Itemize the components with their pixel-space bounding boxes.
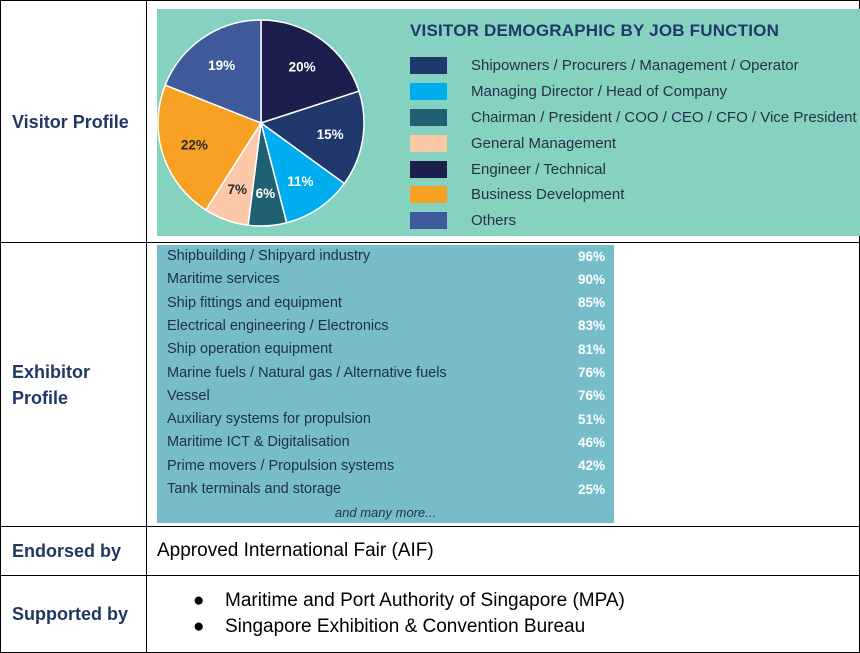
bullet-icon: ● bbox=[193, 590, 205, 611]
category-label: Auxiliary systems for propulsion bbox=[167, 411, 371, 428]
exhibitor-profile-label: Exhibitor Profile bbox=[0, 242, 147, 527]
chart-legend: Shipowners / Procurers / Management / Op… bbox=[410, 53, 857, 234]
visitor-profile-cell: 20% 15% 11% 6% 7% 22% 19% VISITOR DEMOGRAPHIC … bbox=[146, 0, 860, 243]
category-percent: 83% bbox=[577, 318, 605, 334]
visitor-profile-label: Visitor Profile bbox=[0, 0, 147, 243]
legend-swatch bbox=[410, 108, 447, 126]
supporter-name: Maritime and Port Authority of Singapore… bbox=[225, 590, 625, 611]
exhibitor-profile-row: Exhibitor Profile Shipbuilding / Shipyar… bbox=[0, 242, 860, 527]
category-percent: 81% bbox=[577, 341, 605, 357]
category-percent: 42% bbox=[577, 458, 605, 474]
exhibitor-category-row: Ship operation equipment 81% bbox=[167, 338, 605, 360]
legend-label: Engineer / Technical bbox=[471, 160, 606, 178]
legend-item: Business Development bbox=[410, 182, 857, 208]
category-label: Ship operation equipment bbox=[167, 341, 333, 358]
supported-by-label: Supported by bbox=[0, 575, 147, 653]
exhibitor-category-row: Auxiliary systems for propulsion 51% bbox=[167, 408, 605, 430]
pie-slice-label: 7% bbox=[228, 182, 248, 197]
endorsed-row: Endorsed by Approved International Fair … bbox=[0, 526, 860, 576]
visitor-demographic-panel: 20% 15% 11% 6% 7% 22% 19% VISITOR DEMOGRAPHIC … bbox=[157, 9, 860, 236]
category-percent: 25% bbox=[577, 481, 605, 497]
legend-swatch bbox=[410, 186, 447, 204]
category-percent: 85% bbox=[577, 295, 605, 311]
legend-item: Chairman / President / COO / CEO / CFO /… bbox=[410, 105, 857, 131]
pie-slice bbox=[164, 19, 262, 125]
supported-by-cell: ● Maritime and Port Authority of Singapor… bbox=[146, 575, 860, 653]
pie-slice-label: 19% bbox=[208, 58, 235, 73]
supporter-item: ● Singapore Exhibition & Convention Burea… bbox=[193, 614, 859, 640]
pie-slice bbox=[259, 90, 365, 185]
category-label: Tank terminals and storage bbox=[167, 481, 342, 497]
category-label: Maritime ICT & Digitalisation bbox=[167, 434, 350, 451]
pie-slice-label: 20% bbox=[289, 59, 316, 74]
exhibitor-category-row: Electrical engineering / Electronics 83% bbox=[167, 315, 605, 337]
legend-item: General Management bbox=[410, 130, 857, 156]
category-label: Marine fuels / Natural gas / Alternative… bbox=[167, 364, 447, 381]
exhibitor-category-row: Prime movers / Propulsion systems 42% bbox=[167, 455, 605, 477]
exhibitor-categories-panel: Shipbuilding / Shipyard industry 96% Mari… bbox=[157, 245, 614, 523]
legend-swatch bbox=[410, 134, 447, 152]
category-label: Ship fittings and equipment bbox=[167, 294, 342, 311]
visitor-profile-row: Visitor Profile 20% 15% 11% 6% 7% 22% 19% VISI… bbox=[0, 0, 860, 243]
job-function-pie-chart: 20% 15% 11% 6% 7% 22% 19% bbox=[157, 19, 365, 227]
category-label: Maritime services bbox=[167, 271, 280, 288]
legend-swatch bbox=[410, 212, 447, 230]
legend-swatch bbox=[410, 57, 447, 75]
legend-item: Shipowners / Procurers / Management / Op… bbox=[410, 53, 857, 79]
bullet-icon: ● bbox=[193, 616, 205, 637]
exhibitor-category-row: Tank terminals and storage 25% bbox=[167, 478, 605, 500]
supported-row: Supported by ● Maritime and Port Authorit… bbox=[0, 575, 860, 653]
supporter-name: Singapore Exhibition & Convention Bureau bbox=[225, 616, 586, 637]
legend-item: Managing Director / Head of Company bbox=[410, 79, 857, 105]
chart-title: VISITOR DEMOGRAPHIC BY JOB FUNCTION bbox=[410, 21, 780, 40]
pie-slice bbox=[157, 84, 263, 212]
pie-slice-label: 11% bbox=[287, 174, 313, 189]
legend-item: Others bbox=[410, 208, 857, 234]
pie-slice bbox=[259, 121, 346, 224]
endorsed-by-value: Approved International Fair (AIF) bbox=[146, 526, 860, 576]
category-percent: 46% bbox=[577, 434, 605, 450]
category-percent: 90% bbox=[577, 271, 605, 287]
endorsed-by-label: Endorsed by bbox=[0, 526, 147, 576]
pie-slice-label: 6% bbox=[256, 186, 276, 201]
supporter-item: ● Maritime and Port Authority of Singapor… bbox=[193, 588, 859, 614]
category-label: Vessel bbox=[167, 387, 210, 404]
legend-label: Chairman / President / COO / CEO / CFO /… bbox=[471, 108, 857, 126]
exhibitor-profile-cell: Shipbuilding / Shipyard industry 96% Mari… bbox=[146, 242, 860, 527]
exhibitor-category-row: Marine fuels / Natural gas / Alternative… bbox=[167, 362, 605, 384]
category-percent: 76% bbox=[577, 365, 605, 380]
supporters-list: ● Maritime and Port Authority of Singapor… bbox=[147, 588, 859, 640]
legend-item: Engineer / Technical bbox=[410, 156, 857, 182]
legend-swatch bbox=[410, 160, 447, 178]
exhibitor-category-row: Maritime services 90% bbox=[167, 268, 605, 290]
pie-slice-label: 15% bbox=[317, 127, 344, 142]
category-percent: 51% bbox=[577, 411, 605, 427]
exhibitor-category-row: Vessel 76% bbox=[167, 385, 605, 407]
legend-label: Managing Director / Head of Company bbox=[471, 83, 727, 101]
category-label: Shipbuilding / Shipyard industry bbox=[167, 248, 371, 264]
legend-label: Others bbox=[471, 212, 517, 230]
legend-label: General Management bbox=[471, 134, 617, 152]
and-many-more-note: and many more... bbox=[334, 505, 437, 521]
category-label: Prime movers / Propulsion systems bbox=[167, 457, 395, 474]
exhibitor-category-row: Maritime ICT & Digitalisation 46% bbox=[167, 431, 605, 453]
legend-label: Shipowners / Procurers / Management / Op… bbox=[471, 57, 799, 75]
category-label: Electrical engineering / Electronics bbox=[167, 317, 389, 334]
legend-label: Business Development bbox=[471, 186, 625, 204]
category-percent: 96% bbox=[577, 248, 605, 264]
legend-swatch bbox=[410, 83, 447, 101]
pie-slice-label: 22% bbox=[181, 138, 208, 153]
pie-slice bbox=[260, 19, 360, 125]
exhibitor-category-row: Ship fittings and equipment 85% bbox=[167, 292, 605, 314]
category-percent: 76% bbox=[577, 388, 605, 404]
exhibitor-category-row: Shipbuilding / Shipyard industry 96% bbox=[167, 245, 605, 267]
